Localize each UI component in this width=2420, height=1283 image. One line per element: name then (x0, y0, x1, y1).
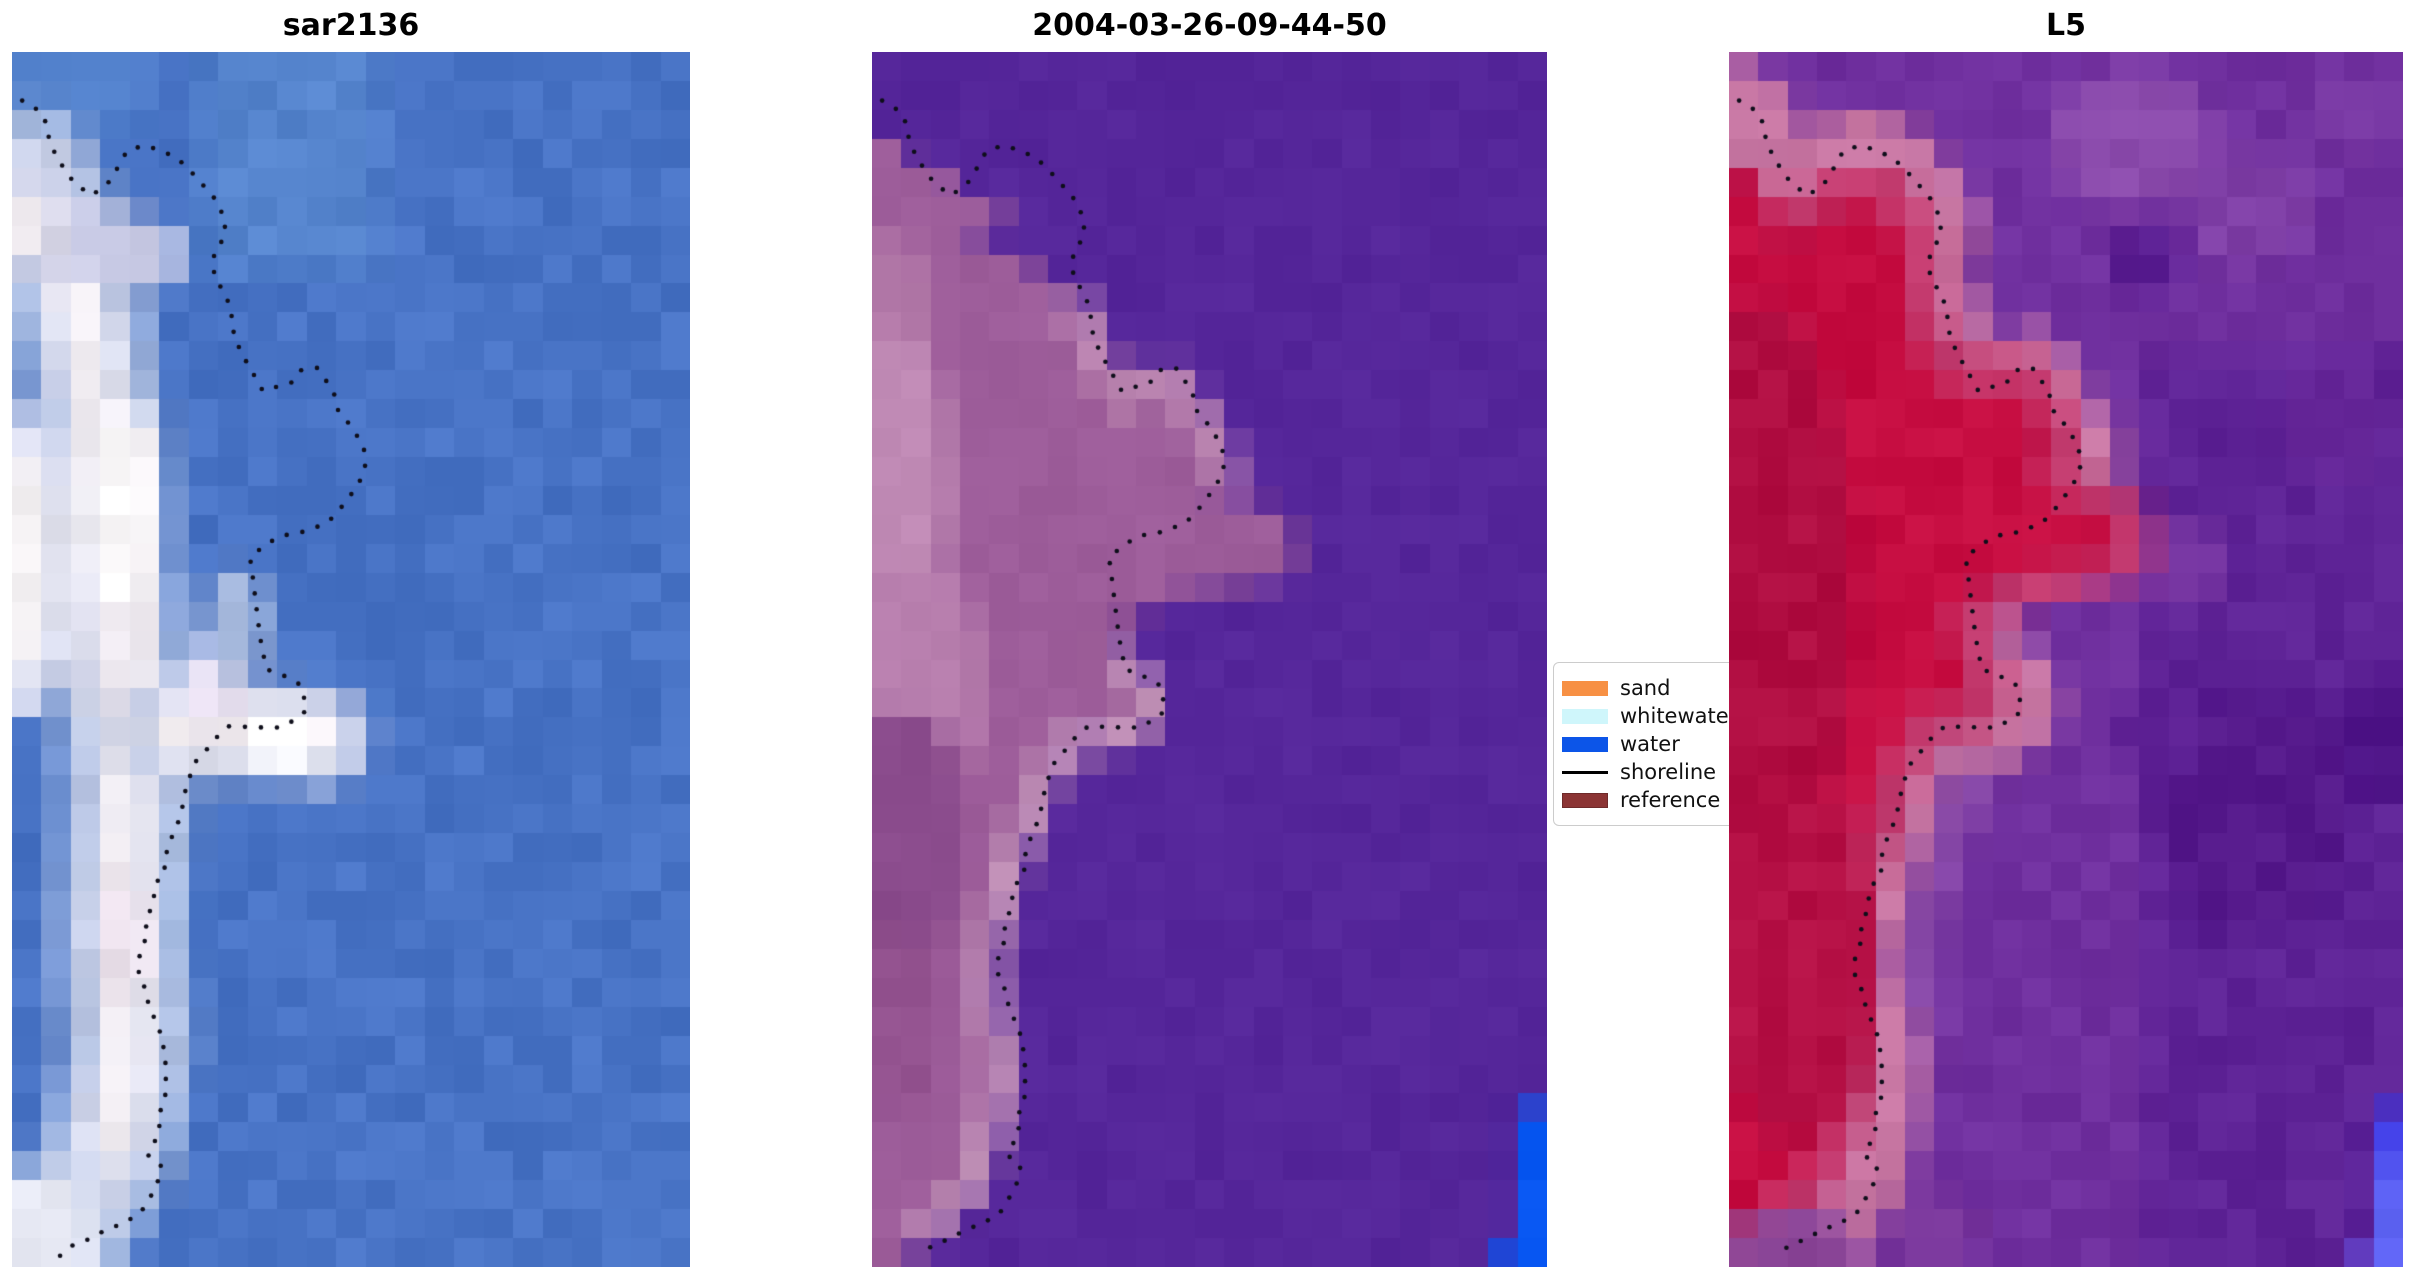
panel-title-sar2136: sar2136 (282, 8, 420, 43)
legend-label-whitewater: whitewater (1620, 704, 1738, 728)
legend: sand whitewater water shoreline referenc… (1553, 662, 1749, 826)
water-swatch-icon (1562, 736, 1608, 752)
panel-title-l5: L5 (2046, 8, 2086, 43)
panel-sar-image (12, 52, 690, 1267)
panel-classification-image (872, 52, 1547, 1267)
legend-item-whitewater: whitewater (1562, 703, 1740, 729)
sand-swatch-icon (1562, 680, 1608, 696)
reference-swatch-icon (1562, 792, 1608, 808)
panel-title-timestamp: 2004-03-26-09-44-50 (1032, 8, 1387, 43)
legend-label-shoreline: shoreline (1620, 760, 1717, 784)
legend-label-sand: sand (1620, 676, 1671, 700)
legend-item-water: water (1562, 731, 1740, 757)
legend-label-reference: reference (1620, 788, 1721, 812)
shoreline-line-icon (1562, 770, 1608, 774)
legend-item-reference: reference (1562, 787, 1740, 813)
panel-l5-image (1729, 52, 2403, 1267)
legend-item-shoreline: shoreline (1562, 759, 1740, 785)
whitewater-swatch-icon (1562, 708, 1608, 724)
legend-item-sand: sand (1562, 675, 1740, 701)
legend-label-water: water (1620, 732, 1680, 756)
